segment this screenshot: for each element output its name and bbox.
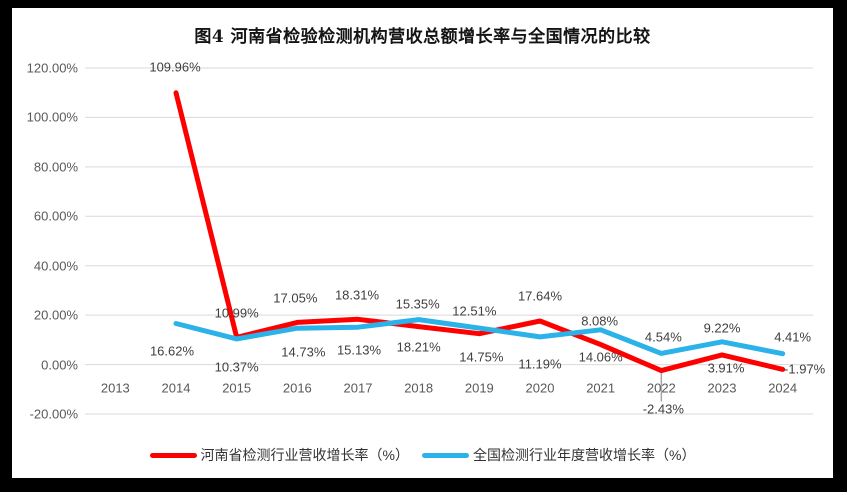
x-axis-tick-label: 2020 (525, 380, 555, 396)
x-axis-tick-label: 2015 (222, 380, 252, 396)
legend-label-national: 全国检测行业年度营收增长率（%） (473, 447, 696, 463)
data-label-series0-2020: 17.64% (517, 288, 563, 304)
data-label-series1-2022: 4.54% (644, 329, 682, 345)
legend-item-henan: 河南省检测行业营收增长率（%） (149, 445, 409, 465)
series-line-1 (173, 317, 786, 357)
x-axis-tick-label: 2019 (464, 380, 494, 396)
data-label-series0-2023: 3.91% (707, 360, 745, 376)
data-label-series1-2021: 14.06% (578, 349, 623, 365)
data-label-series0-2018: 15.35% (395, 296, 440, 312)
data-label-series1-2015: 10.37% (214, 359, 259, 375)
chart-panel: 图4 河南省检验检测机构营收总额增长率与全国情况的比较 120.00% 100.0… (12, 8, 833, 478)
y-axis-tick-label: 40.00% (33, 258, 78, 274)
data-label-series1-2018: 18.21% (396, 339, 441, 355)
y-axis-tick-label: 120.00% (26, 60, 78, 76)
legend: 河南省检测行业营收增长率（%） 全国检测行业年度营收增长率（%） (12, 445, 833, 465)
legend-swatch-national (422, 452, 469, 458)
data-label-series1-2020: 11.19% (518, 356, 562, 372)
x-axis-tick-label: 2017 (343, 380, 373, 396)
y-axis-tick-label: 20.00% (33, 307, 78, 323)
x-axis-tick-label: 2023 (707, 380, 737, 396)
data-label-series0-2021: 8.08% (581, 313, 619, 329)
data-label-series0-2024: -1.97% (784, 361, 826, 377)
data-label-series1-2014: 16.62% (149, 343, 195, 359)
x-axis-tick-label: 2013 (100, 380, 130, 396)
data-label-series0-2017: 18.31% (334, 287, 380, 303)
data-label-series1-2016: 14.73% (281, 344, 326, 360)
y-axis-tick-label: 0.00% (41, 357, 78, 373)
chart-canvas (85, 67, 813, 415)
data-label-series1-2023: 9.22% (703, 320, 741, 336)
y-axis-tick-label: -20.00% (29, 406, 78, 422)
y-axis-tick-label: 100.00% (26, 109, 78, 125)
x-axis-tick-label: 2022 (646, 380, 676, 396)
x-axis-tick-label: 2014 (161, 380, 191, 396)
x-axis-tick-label: 2018 (404, 380, 434, 396)
legend-swatch-henan (149, 452, 197, 458)
data-label-series0-2016: 17.05% (273, 290, 318, 306)
data-label-series1-2019: 14.75% (459, 349, 504, 365)
series-line-0 (173, 90, 786, 374)
x-axis-tick-label: 2021 (586, 380, 616, 396)
data-label-series0-2015: 10.99% (214, 305, 259, 321)
x-axis-tick-label: 2016 (282, 380, 312, 396)
data-label-series1-2024: 4.41% (774, 329, 812, 345)
legend-item-national: 全国检测行业年度营收增长率（%） (422, 445, 695, 465)
data-label-series0-2014: 109.96% (149, 59, 201, 75)
data-label-series0-2019: 12.51% (452, 303, 497, 319)
legend-label-henan: 河南省检测行业营收增长率（%） (200, 447, 409, 463)
chart-title: 图4 河南省检验检测机构营收总额增长率与全国情况的比较 (194, 27, 651, 47)
data-label-series0-2022: -2.43% (642, 401, 684, 417)
x-axis-tick-label: 2024 (768, 380, 798, 396)
y-axis-tick-label: 60.00% (33, 208, 78, 224)
y-axis-tick-label: 80.00% (33, 159, 78, 175)
data-label-series1-2017: 15.13% (336, 342, 382, 358)
